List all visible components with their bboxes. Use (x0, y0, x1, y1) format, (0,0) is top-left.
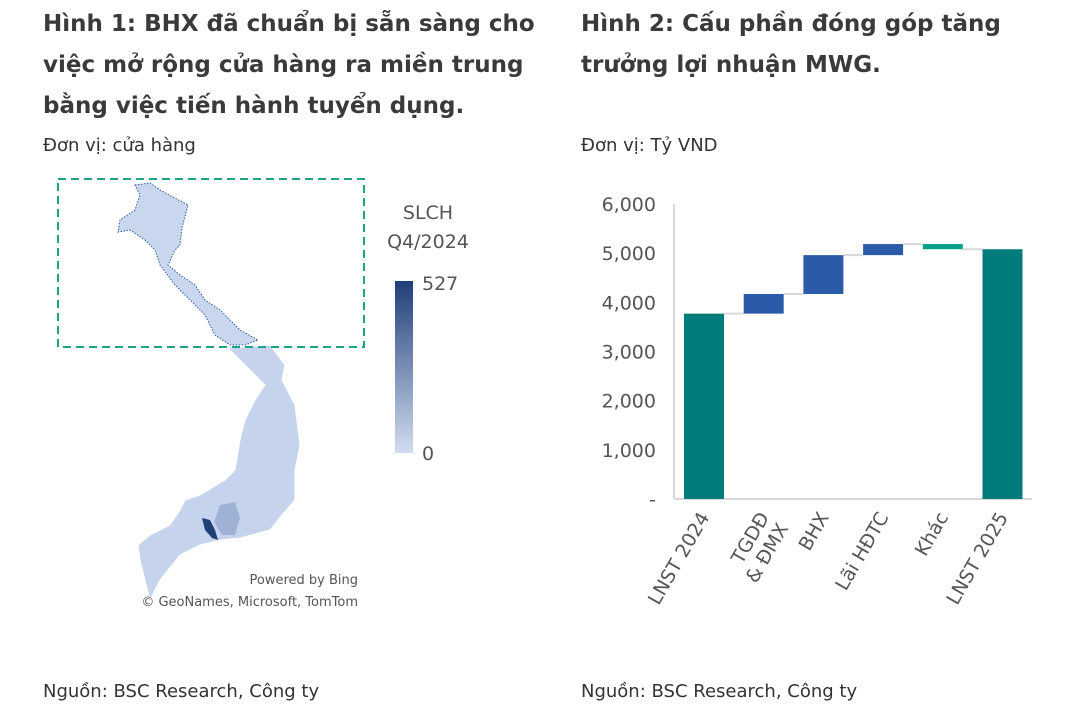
y-tick-label: 4,000 (602, 292, 656, 314)
figure1-title: Hình 1: BHX đã chuẩn bị sẵn sàng cho việ… (43, 11, 535, 119)
vietnam-map (57, 178, 365, 602)
bar-kh-c (922, 244, 963, 250)
x-tick-label: LNST 2024 (644, 509, 714, 609)
figure2-source: Nguồn: BSC Research, Công ty (581, 681, 858, 702)
figure1-source: Nguồn: BSC Research, Công ty (43, 681, 320, 702)
map-region-dong-nai[interactable] (214, 502, 240, 535)
y-tick-label: 6,000 (602, 194, 656, 216)
map-region-ho-chi-minh[interactable] (202, 518, 218, 540)
figure1-unit: Đơn vị: cửa hàng (43, 135, 196, 156)
bar-lnst-2025 (982, 249, 1023, 499)
bar-tgd-mx (743, 293, 784, 314)
legend-max: 527 (422, 273, 458, 295)
highlight-box (57, 178, 365, 348)
map-region-south[interactable] (137, 344, 301, 602)
color-scale-bar (395, 281, 413, 453)
x-tick-label: TGDĐ& ĐMX (722, 509, 793, 587)
waterfall-chart: - 1,000 2,000 3,000 4,000 5,000 6,000 LNST 2024… (602, 194, 1032, 609)
bar-bhx (803, 255, 844, 294)
y-tick-label: 3,000 (602, 342, 656, 364)
figure2-title-line2: trưởng lợi nhuận MWG. (581, 52, 881, 78)
attribution-bing: Powered by Bing (249, 573, 358, 588)
x-tick-label: Lãi HĐTC (831, 509, 893, 595)
figure2-unit: Đơn vị: Tỷ VND (581, 135, 718, 156)
x-tick-label: Khác (911, 509, 953, 560)
bar-l-i-h-tc (863, 244, 904, 256)
figure2-title-line1: Hình 2: Cấu phần đóng góp tăng (581, 11, 1001, 37)
y-tick-label: 1,000 (602, 440, 656, 462)
y-tick-label: - (649, 489, 656, 511)
attribution-data: © GeoNames, Microsoft, TomTom (141, 595, 358, 610)
map-region-north-central[interactable] (117, 182, 260, 346)
y-tick-label: 2,000 (602, 391, 656, 413)
legend-min: 0 (422, 443, 434, 465)
x-tick-label: BHX (795, 509, 834, 555)
legend-title-2: Q4/2024 (387, 231, 469, 253)
y-tick-label: 5,000 (602, 243, 656, 265)
bar-lnst-2024 (684, 313, 724, 499)
x-tick-label: LNST 2025 (942, 509, 1012, 609)
legend-title-1: SLCH (403, 202, 453, 224)
